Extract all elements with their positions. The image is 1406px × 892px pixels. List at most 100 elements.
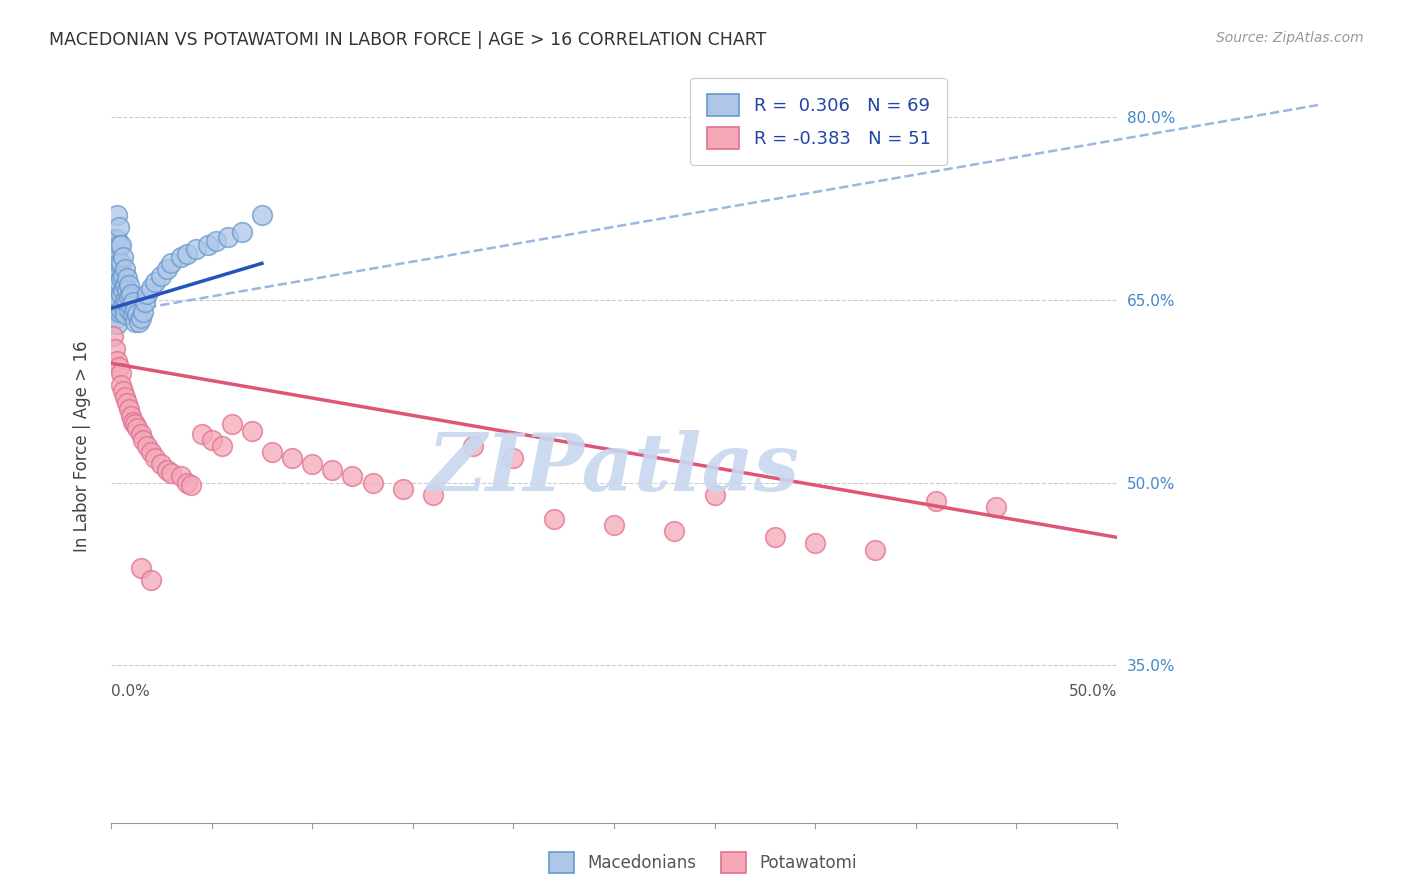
Point [204, 235, 226, 249]
Point [112, 299, 135, 313]
Point [865, 542, 887, 557]
Point [984, 500, 1007, 514]
Point [136, 439, 159, 453]
Point [156, 262, 179, 277]
Point [132, 305, 155, 319]
Point [110, 286, 132, 301]
Point [231, 225, 253, 239]
Point [108, 256, 131, 270]
Point [124, 417, 146, 431]
Point [281, 451, 304, 466]
Point [110, 238, 132, 252]
Point [127, 421, 149, 435]
Point [105, 268, 128, 283]
Point [160, 466, 183, 480]
Point [118, 278, 141, 293]
Point [170, 250, 193, 264]
Point [141, 445, 163, 459]
Point [422, 488, 444, 502]
Point [150, 457, 173, 471]
Point [134, 295, 156, 310]
Point [124, 315, 146, 329]
Point [925, 493, 948, 508]
Point [217, 229, 239, 244]
Point [105, 208, 128, 222]
Point [120, 409, 142, 423]
Point [112, 250, 135, 264]
Point [301, 457, 323, 471]
Point [120, 286, 142, 301]
Point [176, 246, 198, 260]
Point [502, 451, 524, 466]
Point [108, 275, 131, 289]
Point [176, 475, 198, 490]
Point [114, 262, 136, 277]
Point [250, 208, 273, 222]
Point [108, 293, 131, 307]
Point [703, 488, 725, 502]
Point [141, 281, 163, 295]
Legend: Macedonians, Potawatomi: Macedonians, Potawatomi [543, 846, 863, 880]
Text: 50.0%: 50.0% [1069, 684, 1116, 698]
Point [391, 482, 413, 496]
Point [104, 293, 127, 307]
Point [105, 317, 128, 331]
Point [110, 256, 132, 270]
Point [101, 275, 124, 289]
Point [160, 256, 183, 270]
Y-axis label: In Labor Force | Age > 16: In Labor Force | Age > 16 [73, 340, 91, 552]
Point [150, 268, 173, 283]
Point [664, 524, 686, 539]
Text: 0.0%: 0.0% [111, 684, 150, 698]
Point [110, 378, 132, 392]
Point [124, 302, 146, 317]
Point [101, 329, 124, 343]
Point [321, 463, 343, 477]
Point [240, 425, 263, 439]
Point [132, 433, 155, 447]
Point [112, 268, 135, 283]
Point [105, 250, 128, 264]
Point [463, 439, 485, 453]
Point [156, 463, 179, 477]
Point [115, 295, 138, 310]
Point [115, 283, 138, 297]
Point [128, 315, 150, 329]
Point [105, 353, 128, 368]
Point [104, 232, 127, 246]
Point [122, 415, 145, 429]
Point [108, 359, 131, 374]
Point [211, 439, 233, 453]
Point [114, 293, 136, 307]
Point [104, 250, 127, 264]
Point [603, 518, 626, 533]
Point [342, 469, 364, 483]
Point [197, 238, 219, 252]
Point [114, 308, 136, 322]
Point [180, 478, 202, 492]
Point [804, 536, 827, 550]
Point [108, 238, 131, 252]
Point [105, 305, 128, 319]
Point [143, 451, 166, 466]
Text: MACEDONIAN VS POTAWATOMI IN LABOR FORCE | AGE > 16 CORRELATION CHART: MACEDONIAN VS POTAWATOMI IN LABOR FORCE … [49, 31, 766, 49]
Point [118, 302, 141, 317]
Point [361, 475, 384, 490]
Point [120, 299, 142, 313]
Text: Source: ZipAtlas.com: Source: ZipAtlas.com [1216, 31, 1364, 45]
Point [201, 433, 224, 447]
Legend: R =  0.306   N = 69, R = -0.383   N = 51: R = 0.306 N = 69, R = -0.383 N = 51 [690, 78, 946, 165]
Point [110, 302, 132, 317]
Point [184, 242, 207, 256]
Point [105, 311, 128, 326]
Point [763, 530, 786, 544]
Point [115, 271, 138, 285]
Point [114, 390, 136, 404]
Point [108, 305, 131, 319]
Text: ZIPatlas: ZIPatlas [427, 430, 800, 508]
Point [129, 311, 152, 326]
Point [105, 281, 128, 295]
Point [112, 384, 135, 399]
Point [129, 426, 152, 441]
Point [114, 278, 136, 293]
